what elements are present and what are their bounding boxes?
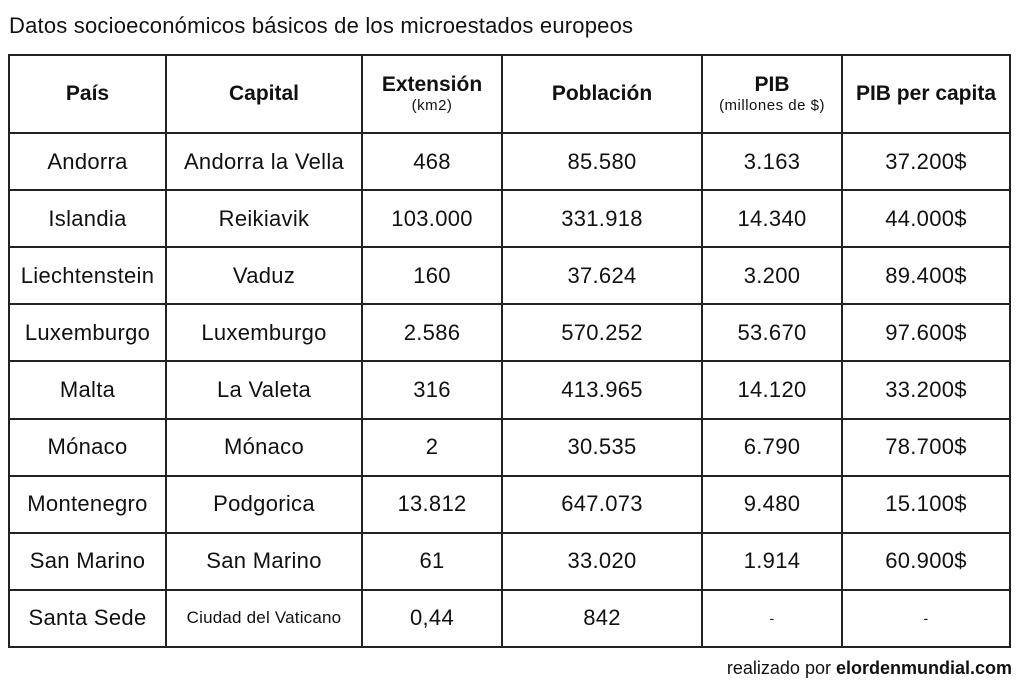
cell-poblacion: 842 — [501, 588, 703, 649]
cell-extension: 2 — [361, 417, 503, 477]
table-row: Islandia Reikiavik 103.000 331.918 14.34… — [8, 189, 1011, 249]
column-header-pib: PIB (millones de $) — [701, 54, 843, 134]
table-row: Liechtenstein Vaduz 160 37.624 3.200 89.… — [8, 246, 1011, 306]
cell-pib-per-capita: 89.400$ — [841, 246, 1011, 306]
cell-pib: 1.914 — [701, 531, 843, 591]
cell-pib-per-capita: 44.000$ — [841, 189, 1011, 249]
cell-capital: Andorra la Vella — [165, 131, 363, 192]
cell-extension: 13.812 — [361, 474, 503, 534]
cell-pib: 9.480 — [701, 474, 843, 534]
cell-pib-per-capita: 37.200$ — [841, 131, 1011, 192]
cell-pib: 14.120 — [701, 360, 843, 420]
cell-poblacion: 85.580 — [501, 131, 703, 192]
cell-extension: 103.000 — [361, 189, 503, 249]
table-header-row: País Capital Extensión (km2) Población PI… — [8, 54, 1011, 134]
cell-capital: Mónaco — [165, 417, 363, 477]
cell-pais: Andorra — [8, 131, 167, 192]
page-title: Datos socioeconómicos básicos de los mic… — [9, 13, 634, 38]
table-row: Mónaco Mónaco 2 30.535 6.790 78.700$ — [8, 417, 1011, 477]
cell-capital: San Marino — [165, 531, 363, 591]
cell-pais: Luxemburgo — [8, 303, 167, 363]
cell-pib-per-capita: 15.100$ — [841, 474, 1011, 534]
cell-poblacion: 647.073 — [501, 474, 703, 534]
cell-capital: Podgorica — [165, 474, 363, 534]
cell-pais: Santa Sede — [8, 588, 167, 649]
cell-poblacion: 570.252 — [501, 303, 703, 363]
cell-pib: 3.163 — [701, 131, 843, 192]
column-header-extension: Extensión (km2) — [361, 54, 503, 134]
cell-extension: 61 — [361, 531, 503, 591]
table-row: Malta La Valeta 316 413.965 14.120 33.20… — [8, 360, 1011, 420]
column-header-poblacion: Población — [501, 54, 703, 134]
cell-pib: 6.790 — [701, 417, 843, 477]
cell-capital: Luxemburgo — [165, 303, 363, 363]
cell-capital: Reikiavik — [165, 189, 363, 249]
cell-pais: San Marino — [8, 531, 167, 591]
cell-pais: Montenegro — [8, 474, 167, 534]
cell-pais: Islandia — [8, 189, 167, 249]
cell-pib-per-capita: 78.700$ — [841, 417, 1011, 477]
cell-extension: 468 — [361, 131, 503, 192]
column-header-pib-per-capita: PIB per capita — [841, 54, 1011, 134]
table-row: Santa Sede Ciudad del Vaticano 0,44 842 … — [8, 588, 1011, 649]
data-table: País Capital Extensión (km2) Población PI… — [8, 54, 1011, 649]
cell-extension: 0,44 — [361, 588, 503, 649]
cell-pais: Mónaco — [8, 417, 167, 477]
cell-pib-per-capita: 60.900$ — [841, 531, 1011, 591]
credit-prefix: realizado por — [726, 658, 836, 678]
cell-extension: 160 — [361, 246, 503, 306]
cell-pib: 14.340 — [701, 189, 843, 249]
table-row: Andorra Andorra la Vella 468 85.580 3.16… — [8, 131, 1011, 192]
cell-pais: Liechtenstein — [8, 246, 167, 306]
column-header-pais: País — [8, 54, 167, 134]
cell-extension: 316 — [361, 360, 503, 420]
table-row: Montenegro Podgorica 13.812 647.073 9.48… — [8, 474, 1011, 534]
credit-site: elordenmundial.com — [835, 658, 1012, 678]
cell-pib-per-capita: 33.200$ — [841, 360, 1011, 420]
cell-pib-per-capita: 97.600$ — [841, 303, 1011, 363]
cell-pib: - — [701, 588, 843, 649]
credit-line: realizado por elordenmundial.com — [727, 656, 1012, 680]
cell-poblacion: 30.535 — [501, 417, 703, 477]
cell-pib: 3.200 — [701, 246, 843, 306]
cell-extension: 2.586 — [361, 303, 503, 363]
table-row: Luxemburgo Luxemburgo 2.586 570.252 53.6… — [8, 303, 1011, 363]
cell-pais: Malta — [8, 360, 167, 420]
cell-capital: Ciudad del Vaticano — [165, 588, 363, 649]
cell-poblacion: 413.965 — [501, 360, 703, 420]
cell-pib-per-capita: - — [841, 588, 1011, 649]
cell-pib: 53.670 — [701, 303, 843, 363]
column-header-capital: Capital — [165, 54, 363, 134]
cell-poblacion: 37.624 — [501, 246, 703, 306]
cell-capital: Vaduz — [165, 246, 363, 306]
cell-poblacion: 331.918 — [501, 189, 703, 249]
table-row: San Marino San Marino 61 33.020 1.914 60… — [8, 531, 1011, 591]
cell-poblacion: 33.020 — [501, 531, 703, 591]
cell-capital: La Valeta — [165, 360, 363, 420]
